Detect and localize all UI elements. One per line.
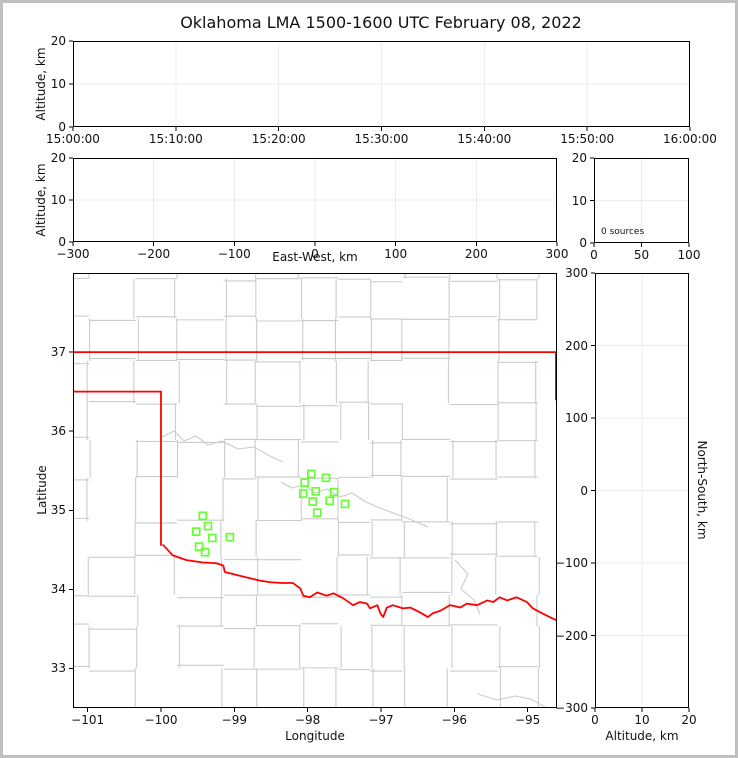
lma-station-markers (191, 469, 350, 557)
panel-source_histogram (594, 158, 689, 243)
station-marker (321, 473, 331, 483)
station-marker (203, 521, 213, 531)
plan-view-ylabel: Latitude (35, 465, 49, 515)
station-marker (312, 508, 322, 517)
panel-time_height (73, 41, 690, 127)
station-marker (311, 486, 321, 496)
panel-eastwest_height (73, 158, 557, 242)
northsouth-height-ylabel: North-South, km (695, 440, 709, 540)
station-marker (207, 533, 217, 543)
northsouth-height-xlabel: Altitude, km (605, 729, 679, 743)
eastwest-height-xlabel: East-West, km (272, 250, 358, 264)
station-marker (225, 532, 235, 542)
plan-view-xlabel: Longitude (285, 729, 345, 743)
station-marker (198, 511, 208, 521)
panel-plan_view (73, 273, 557, 708)
panel-northsouth_height (595, 273, 689, 708)
panel-spines (73, 41, 690, 708)
map-layers (74, 274, 556, 707)
tick-marks (69, 40, 691, 712)
station-marker (308, 497, 318, 506)
station-marker (329, 487, 339, 497)
figure-title: Oklahoma LMA 1500-1600 UTC February 08, … (180, 13, 582, 32)
station-marker (298, 489, 308, 499)
oklahoma-state-border (74, 351, 556, 622)
station-marker (340, 499, 350, 509)
station-marker (194, 542, 204, 552)
station-marker (300, 478, 310, 487)
eastwest-height-ylabel: Altitude, km (34, 163, 48, 237)
gridlines (74, 42, 689, 707)
time-height-ylabel: Altitude, km (34, 47, 48, 121)
station-marker (200, 547, 210, 557)
sources-count-annotation: 0 sources (601, 227, 645, 237)
station-marker (191, 527, 201, 536)
station-marker (306, 469, 316, 479)
station-marker (325, 496, 335, 506)
county-boundaries (74, 274, 546, 707)
